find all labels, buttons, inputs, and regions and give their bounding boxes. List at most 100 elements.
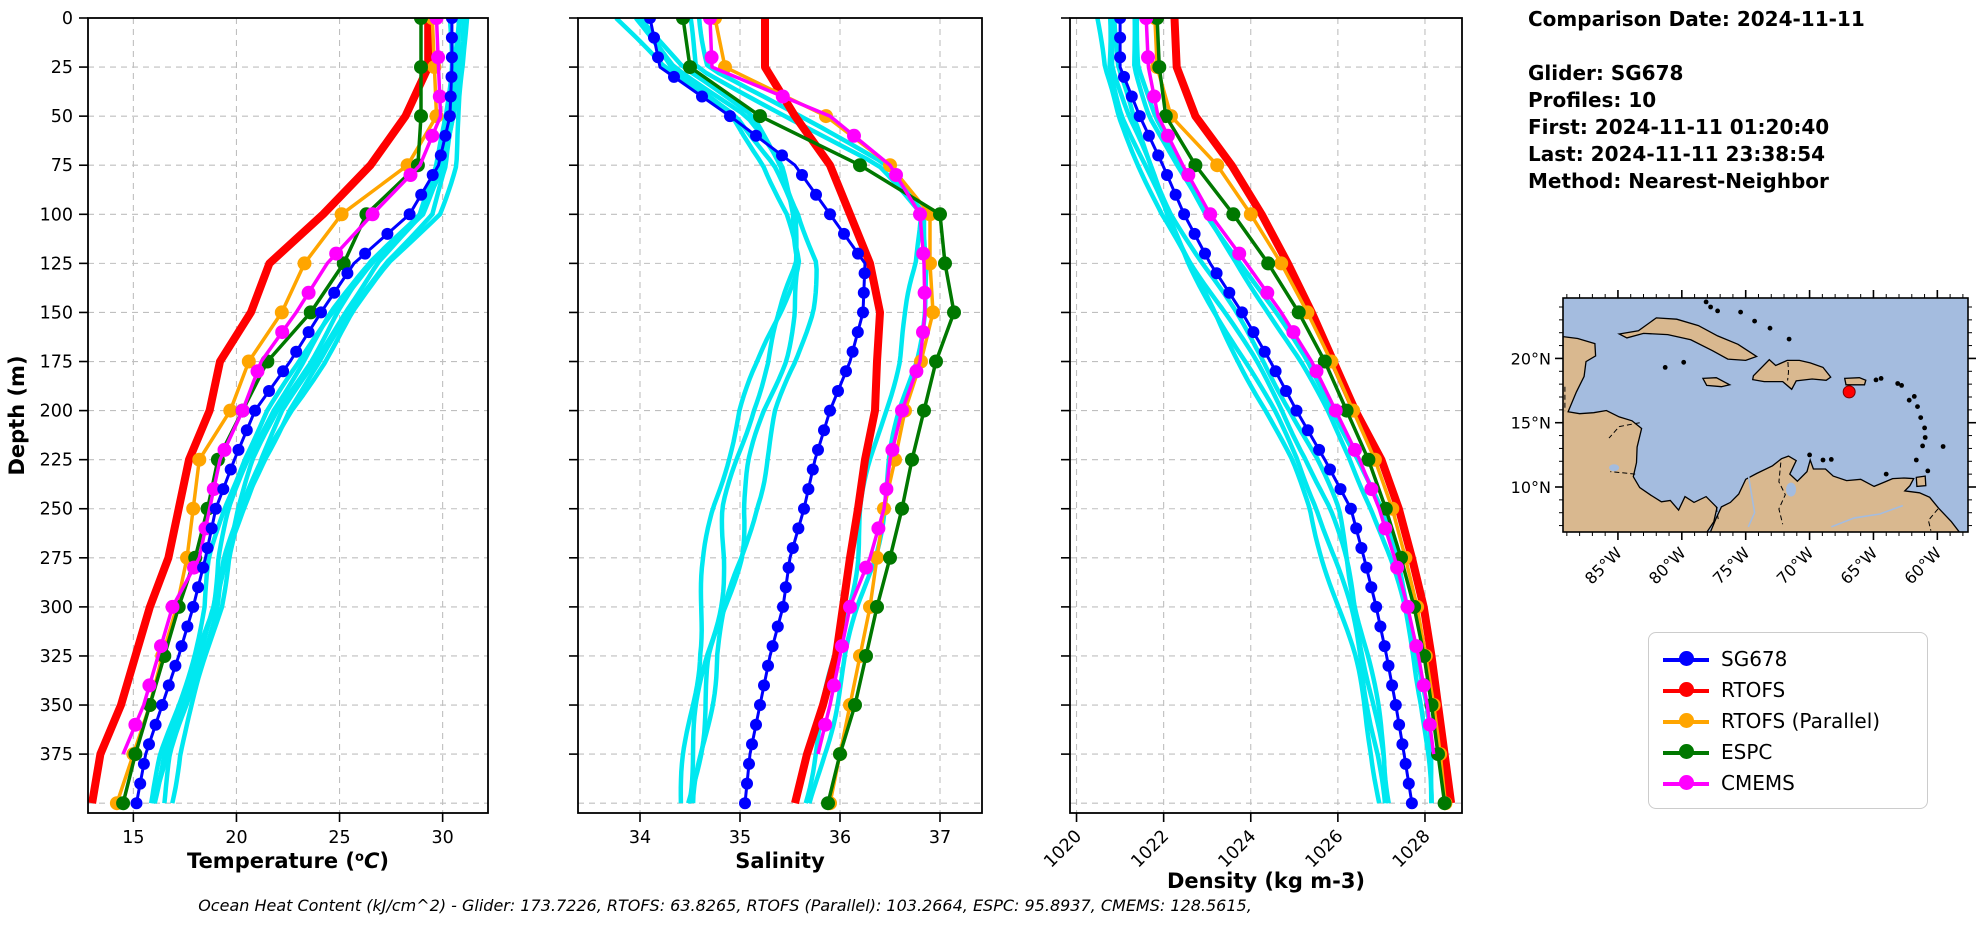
series-marker-SG678 xyxy=(328,286,341,299)
series-marker-SG678 xyxy=(175,640,188,653)
series-marker-SG678 xyxy=(777,600,789,613)
series-marker-SG678 xyxy=(130,797,143,810)
run-info-block: Comparison Date: 2024-11-11 Glider: SG67… xyxy=(1528,6,1865,195)
series-marker-SG678 xyxy=(143,738,155,751)
series-marker-RTOFS (Parallel) xyxy=(192,452,207,467)
island-speck xyxy=(1767,325,1773,331)
island-speck xyxy=(1703,299,1709,305)
series-marker-CMEMS xyxy=(909,364,924,379)
series-marker-SG678 xyxy=(771,620,784,633)
depth-tick-label: 325 xyxy=(40,647,73,667)
legend-label: ESPC xyxy=(1721,739,1773,764)
series-marker-RTOFS (Parallel) xyxy=(241,354,256,369)
series-marker-SG678 xyxy=(852,247,864,260)
series-marker-CMEMS xyxy=(1203,207,1218,222)
series-marker-ESPC xyxy=(1339,403,1354,418)
series-marker-ESPC xyxy=(895,501,909,516)
series-marker-CMEMS xyxy=(1141,50,1155,65)
temperature-plot: 0 25 50 75 100 125 150 175 200 225 250 275 300 325 350… xyxy=(5,0,502,934)
island-speck xyxy=(1786,336,1792,342)
island-speck xyxy=(1752,318,1757,324)
depth-tick-label: 125 xyxy=(40,254,73,274)
series-marker-SG678 xyxy=(1210,267,1223,280)
series-marker-CMEMS xyxy=(859,560,873,575)
depth-tick-label: 375 xyxy=(40,745,73,765)
land-hispaniola xyxy=(1751,358,1832,391)
x-tick-label: 36 xyxy=(829,828,851,848)
series-marker-SG678 xyxy=(1365,581,1378,594)
series-marker-RTOFS (Parallel) xyxy=(926,305,940,320)
lake-nicaragua xyxy=(1609,464,1620,472)
legend-item-rtofs-parallel-: RTOFS (Parallel) xyxy=(1663,705,1913,736)
depth-tick-label: 300 xyxy=(40,598,73,618)
depth-tick-label: 175 xyxy=(40,353,73,373)
series-marker-CMEMS xyxy=(403,168,418,182)
series-marker-CMEMS xyxy=(916,246,931,261)
comparison-date-text: Comparison Date: 2024-11-11 xyxy=(1528,7,1865,31)
series-marker-CMEMS xyxy=(917,285,932,300)
lake-maracaibo xyxy=(1786,482,1797,497)
series-marker-SG678 xyxy=(249,404,261,417)
glider-raw-light-profile xyxy=(1112,17,1391,804)
series-marker-CMEMS xyxy=(1309,364,1324,379)
legend-label: SG678 xyxy=(1721,646,1788,671)
series-marker-SG678 xyxy=(315,306,327,319)
series-marker-ESPC xyxy=(905,452,919,467)
series-marker-SG678 xyxy=(162,679,175,692)
x-axis-label: Temperature (oC) xyxy=(187,849,389,873)
island-speck xyxy=(1922,425,1927,431)
series-marker-SG678 xyxy=(741,777,753,790)
series-marker-CMEMS xyxy=(843,599,857,614)
series-marker-CMEMS xyxy=(165,599,180,614)
last-dive-text: Last: 2024-11-11 23:38:54 xyxy=(1528,142,1826,166)
series-marker-SG678 xyxy=(1178,208,1191,221)
profiles-text: Profiles: 10 xyxy=(1528,88,1657,112)
series-marker-RTOFS (Parallel) xyxy=(1210,158,1225,173)
legend-item-rtofs: RTOFS xyxy=(1663,674,1913,705)
country-border xyxy=(1787,361,1790,381)
series-marker-ESPC xyxy=(1226,207,1241,222)
series-marker-SG678 xyxy=(1236,306,1248,319)
map-lon-label: 65°W xyxy=(1837,543,1882,588)
series-marker-SG678 xyxy=(1324,463,1336,476)
legend-line-marker-icon xyxy=(1663,649,1709,669)
series-marker-CMEMS xyxy=(250,364,265,379)
country-border xyxy=(1715,506,1719,520)
series-marker-CMEMS xyxy=(818,717,833,732)
ohc-caption: Ocean Heat Content (kJ/cm^2) - Glider: 1… xyxy=(198,896,1252,915)
x-tick-label: 1024 xyxy=(1215,826,1261,872)
series-marker-SG678 xyxy=(696,90,708,103)
series-marker-ESPC xyxy=(1158,109,1173,124)
series-marker-SG678 xyxy=(818,424,830,437)
island-speck xyxy=(1895,381,1901,386)
series-marker-SG678 xyxy=(415,188,428,201)
series-marker-SG678 xyxy=(746,738,758,751)
clip-bottom xyxy=(564,813,996,822)
series-marker-SG678 xyxy=(240,424,253,437)
series-marker-SG678 xyxy=(782,561,795,574)
glider-position-marker xyxy=(1842,385,1856,399)
series-marker-ESPC xyxy=(870,599,884,614)
series-marker-CMEMS xyxy=(275,325,290,340)
series-marker-SG678 xyxy=(796,169,808,181)
series-marker-SG678 xyxy=(1247,326,1260,339)
axes-frame xyxy=(87,17,489,814)
island-speck xyxy=(1662,365,1668,370)
series-marker-SG678 xyxy=(341,267,354,280)
series-marker-ESPC xyxy=(753,109,767,124)
legend-label: CMEMS xyxy=(1721,770,1795,795)
series-marker-CMEMS xyxy=(889,168,903,182)
salinity-plot: 34 35 36 37 Salinity xyxy=(564,0,996,934)
series-marker-SG678 xyxy=(263,385,275,397)
series-marker-SG678 xyxy=(758,679,770,692)
legend: SG678 RTOFS RTOFS (Parallel) ESPC CMEMS xyxy=(1648,632,1928,809)
land-trinidad xyxy=(1915,475,1927,488)
glider-raw-fresh-profile xyxy=(614,16,802,804)
series-marker-SG678 xyxy=(1389,699,1402,711)
clip-bottom xyxy=(74,813,502,822)
series-marker-ESPC xyxy=(1261,256,1276,271)
map-frame xyxy=(1562,297,1969,533)
country-border xyxy=(1778,462,1786,525)
